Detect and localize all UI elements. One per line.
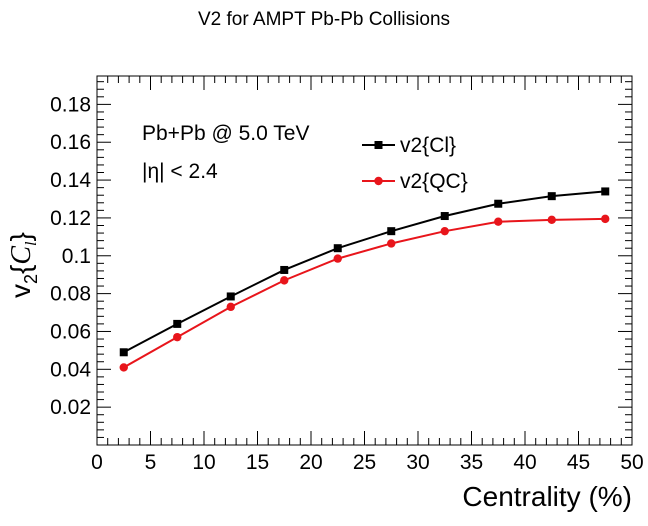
data-point	[280, 276, 289, 285]
y-axis-label-sub2: l	[23, 241, 40, 246]
svg-text:v2{Cl}: v2{Cl}	[5, 232, 41, 298]
data-point	[173, 332, 182, 342]
series-line	[123, 217, 606, 369]
series-cl	[119, 187, 610, 357]
y-axis-label-sub: 2	[21, 274, 41, 284]
axis-ticks	[96, 76, 633, 446]
legend: v2{Cl} v2{QC}	[362, 134, 468, 193]
data-point	[494, 217, 503, 226]
legend-label-qc: v2{QC}	[400, 170, 468, 193]
x-tick-label: 25	[353, 451, 376, 474]
legend-marker-cl	[374, 141, 383, 149]
data-point	[226, 292, 235, 301]
y-axis-label-c: C	[6, 246, 37, 265]
y-tick-label: 0.14	[50, 169, 91, 192]
series-line	[123, 190, 606, 354]
y-tick-label: 0.04	[50, 358, 91, 381]
chart-title: V2 for AMPT Pb-Pb Collisions	[198, 9, 450, 30]
y-axis-label-v: v	[5, 284, 36, 298]
y-axis-label-rest: {	[5, 265, 36, 274]
x-axis-label: Centrality (%)	[462, 481, 632, 512]
data-point	[333, 244, 342, 253]
x-tick-label: 15	[246, 451, 269, 474]
data-point	[387, 239, 396, 248]
series-layer	[119, 187, 610, 372]
y-tick-label: 0.08	[50, 283, 91, 306]
data-point	[226, 302, 235, 312]
y-tick-label: 0.06	[50, 320, 91, 343]
data-point	[547, 215, 556, 225]
annotation-eta: |η| < 2.4	[142, 160, 218, 183]
data-point	[119, 348, 128, 357]
x-tick-label: 45	[567, 451, 590, 474]
y-tick-labels: 0.02 0.04 0.06 0.08 0.1 0.12 0.14 0.16 0.18	[50, 93, 91, 419]
y-tick-label: 0.16	[50, 131, 91, 154]
x-tick-label: 0	[91, 451, 103, 474]
legend-label-cl: v2{Cl}	[400, 134, 456, 157]
data-point	[119, 363, 128, 372]
series-qc	[119, 214, 610, 372]
data-point	[280, 265, 289, 274]
y-tick-label: 0.12	[50, 207, 91, 230]
data-point	[333, 254, 342, 263]
y-axis-label-close: }	[5, 232, 36, 241]
y-axis-label: v2{Cl}	[5, 232, 41, 298]
x-tick-label: 20	[299, 451, 322, 474]
legend-marker-qc	[374, 176, 383, 186]
data-point	[601, 187, 610, 196]
data-point	[440, 212, 449, 221]
data-point	[601, 214, 610, 224]
y-tick-label: 0.18	[50, 93, 91, 116]
x-tick-label: 50	[620, 451, 643, 474]
data-point	[440, 226, 449, 236]
data-point	[387, 227, 396, 236]
y-tick-label: 0.02	[50, 396, 91, 419]
data-point	[173, 319, 182, 328]
annotation-system: Pb+Pb @ 5.0 TeV	[142, 122, 309, 145]
data-point	[494, 199, 503, 208]
x-tick-label: 40	[513, 451, 536, 474]
y-tick-label: 0.1	[62, 245, 91, 268]
x-tick-label: 5	[145, 451, 157, 474]
x-tick-label: 30	[406, 451, 429, 474]
x-tick-label: 35	[460, 451, 483, 474]
x-tick-labels: 0 5 10 15 20 25 30 35 40 45 50	[91, 451, 644, 474]
data-point	[547, 192, 556, 201]
x-tick-label: 10	[192, 451, 215, 474]
